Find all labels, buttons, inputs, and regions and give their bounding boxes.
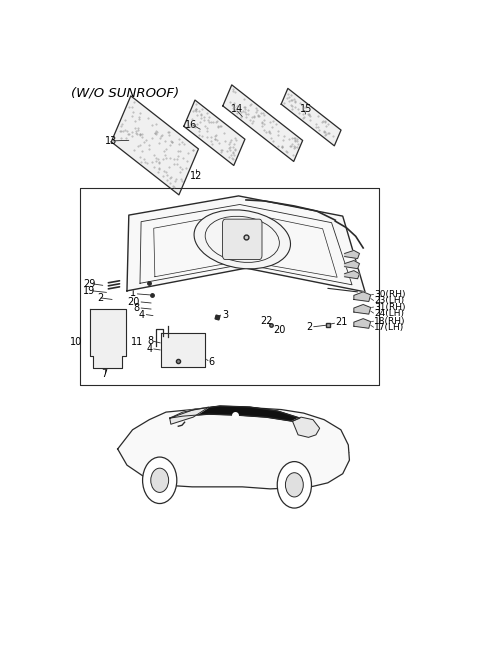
Text: 14: 14 (231, 104, 243, 114)
Text: 3: 3 (222, 310, 228, 320)
Polygon shape (354, 304, 371, 314)
Text: (W/O SUNROOF): (W/O SUNROOF) (71, 87, 180, 99)
Polygon shape (354, 319, 371, 328)
Polygon shape (170, 406, 300, 421)
Polygon shape (345, 271, 360, 279)
Polygon shape (161, 333, 205, 367)
Polygon shape (281, 89, 341, 146)
Text: 29: 29 (84, 279, 96, 289)
Text: 6: 6 (209, 357, 215, 367)
Text: 10: 10 (70, 337, 83, 348)
Text: 20: 20 (273, 325, 285, 335)
Polygon shape (111, 96, 198, 195)
Ellipse shape (194, 210, 290, 269)
Polygon shape (118, 407, 349, 489)
Text: 8: 8 (134, 303, 140, 313)
Polygon shape (345, 251, 360, 258)
Polygon shape (90, 308, 126, 368)
FancyBboxPatch shape (223, 219, 262, 260)
Circle shape (151, 468, 168, 493)
Text: 8: 8 (147, 337, 153, 346)
Polygon shape (184, 100, 245, 165)
Text: 12: 12 (190, 171, 202, 180)
Text: 15: 15 (300, 104, 312, 114)
Text: 2: 2 (97, 293, 104, 304)
Text: 13: 13 (105, 136, 117, 146)
Text: 24(LH): 24(LH) (374, 309, 404, 318)
Text: 2: 2 (307, 322, 313, 332)
Text: 31(RH): 31(RH) (374, 302, 406, 312)
Polygon shape (223, 85, 303, 161)
Polygon shape (170, 407, 209, 424)
Text: 5: 5 (257, 216, 264, 226)
Text: 21: 21 (335, 318, 348, 327)
Text: 18(RH): 18(RH) (374, 317, 406, 325)
Text: 19: 19 (84, 286, 96, 296)
Text: 9: 9 (170, 352, 176, 363)
Text: 17(LH): 17(LH) (374, 323, 405, 332)
Text: 22: 22 (260, 316, 273, 326)
Circle shape (143, 457, 177, 504)
Text: 20: 20 (128, 297, 140, 307)
Polygon shape (292, 417, 320, 438)
Polygon shape (354, 292, 371, 302)
Text: 7: 7 (101, 369, 108, 379)
Circle shape (277, 462, 312, 508)
Text: 11: 11 (132, 337, 144, 348)
Text: 23(LH): 23(LH) (374, 297, 405, 306)
Polygon shape (345, 260, 360, 269)
Text: 4: 4 (139, 310, 145, 319)
Text: 16: 16 (185, 120, 197, 130)
Text: 4: 4 (147, 344, 153, 354)
Text: 30(RH): 30(RH) (374, 290, 406, 299)
Circle shape (286, 473, 303, 497)
Text: 1: 1 (130, 289, 136, 298)
Polygon shape (127, 196, 365, 292)
